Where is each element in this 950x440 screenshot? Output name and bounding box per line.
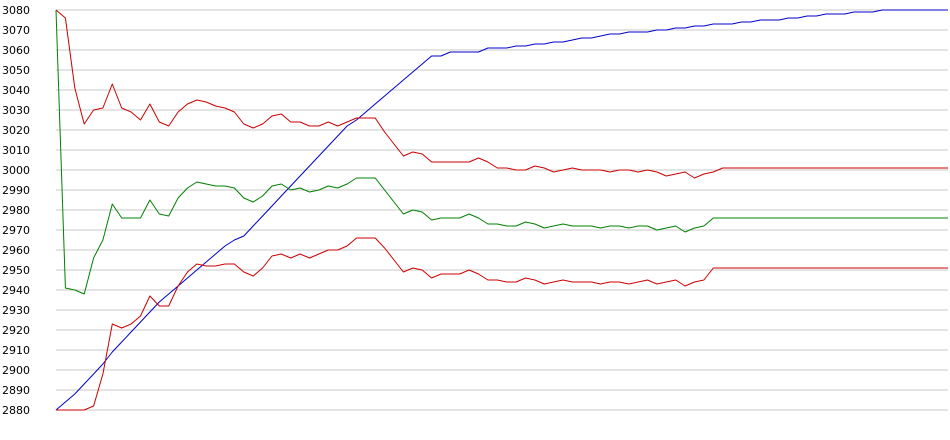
y-tick-label-2900: 2900 [2, 364, 30, 377]
y-tick-label-3040: 3040 [2, 84, 30, 97]
y-tick-label-2890: 2890 [2, 384, 30, 397]
y-tick-label-3080: 3080 [2, 4, 30, 17]
y-tick-label-2920: 2920 [2, 324, 30, 337]
y-tick-label-2970: 2970 [2, 224, 30, 237]
y-tick-label-2910: 2910 [2, 344, 30, 357]
y-tick-label-3070: 3070 [2, 24, 30, 37]
y-tick-label-2950: 2950 [2, 264, 30, 277]
y-tick-label-3020: 3020 [2, 124, 30, 137]
series-lines [55, 9, 948, 411]
y-axis-tick-labels: 2880 2890 2900 2910 2920 2930 2940 2950 2960 2970… [2, 4, 30, 417]
y-tick-label-2930: 2930 [2, 304, 30, 317]
series-line-1 [55, 9, 948, 411]
y-tick-label-3010: 3010 [2, 144, 30, 157]
y-tick-label-2940: 2940 [2, 284, 30, 297]
gridlines [56, 9, 948, 411]
y-tick-label-3030: 3030 [2, 104, 30, 117]
series-line-3 [55, 9, 948, 295]
y-tick-label-3060: 3060 [2, 44, 30, 57]
series-line-2 [55, 9, 948, 179]
y-tick-label-2960: 2960 [2, 244, 30, 257]
y-tick-label-2990: 2990 [2, 184, 30, 197]
series-line-4 [56, 237, 948, 411]
y-tick-label-2880: 2880 [2, 404, 30, 417]
y-tick-label-2980: 2980 [2, 204, 30, 217]
y-tick-label-3050: 3050 [2, 64, 30, 77]
y-tick-label-3000: 3000 [2, 164, 30, 177]
